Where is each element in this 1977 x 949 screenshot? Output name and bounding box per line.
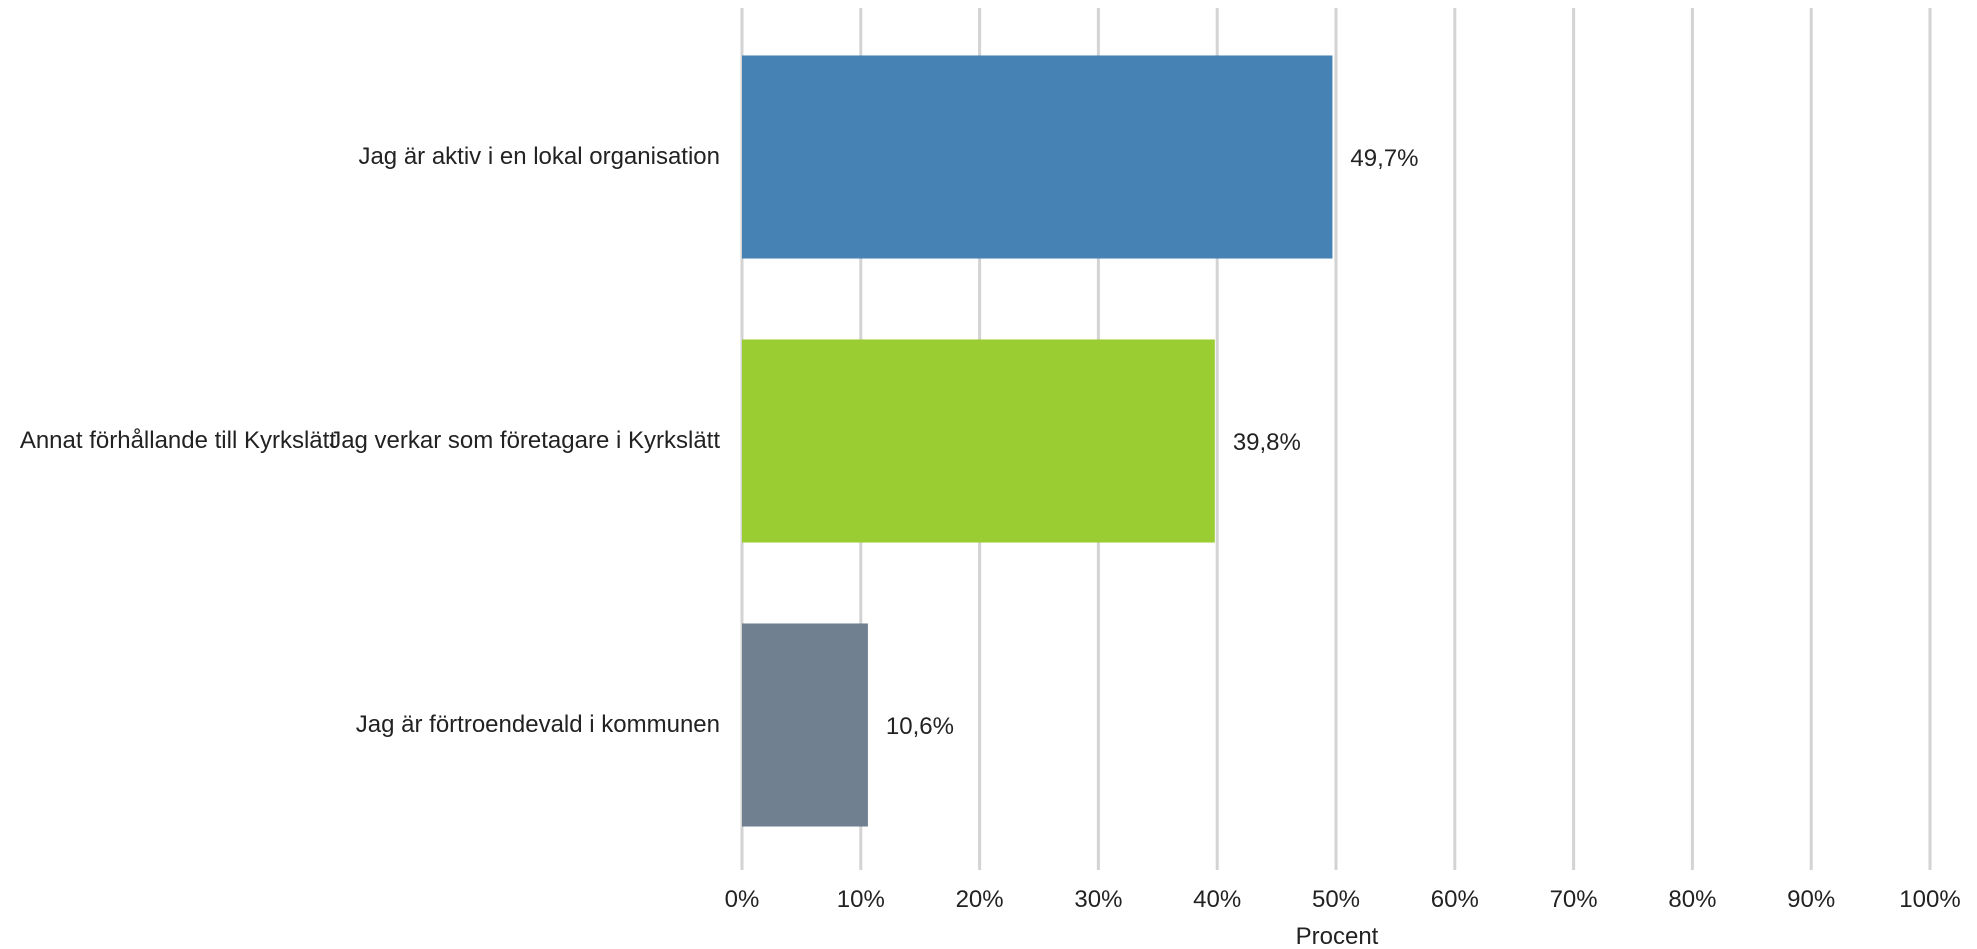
category-label: Jag är förtroendevald i kommunen [356,711,720,738]
bar [742,339,1215,543]
value-label: 39,8% [1233,429,1301,456]
x-tick-label: 80% [1668,886,1716,913]
x-tick-label: 90% [1787,886,1835,913]
x-axis-title: Procent [1296,923,1379,949]
value-labels: 49,7% 39,8% 10,6% [886,145,1419,740]
x-axis-ticks: 0% 10% 20% 30% 40% 50% 60% 70% 80% 90% 100% [725,886,1961,913]
x-tick-label: 100% [1899,886,1960,913]
x-tick-label: 30% [1074,886,1122,913]
bars [742,55,1333,827]
bar [742,55,1333,259]
category-label: Jag verkar som företagare i Kyrkslätt [329,427,720,454]
x-tick-label: 60% [1431,886,1479,913]
x-tick-label: 40% [1193,886,1241,913]
x-tick-label: 10% [837,886,885,913]
x-tick-label: 50% [1312,886,1360,913]
x-tick-label: 70% [1550,886,1598,913]
value-label: 49,7% [1350,145,1418,172]
category-labels: Jag är aktiv i en lokal organisation Jag … [329,143,720,738]
group-label: Annat förhållande till Kyrkslätt [20,427,336,454]
value-label: 10,6% [886,713,954,740]
category-label: Jag är aktiv i en lokal organisation [358,143,720,170]
x-tick-label: 20% [956,886,1004,913]
bar [742,623,868,827]
x-tick-label: 0% [725,886,760,913]
